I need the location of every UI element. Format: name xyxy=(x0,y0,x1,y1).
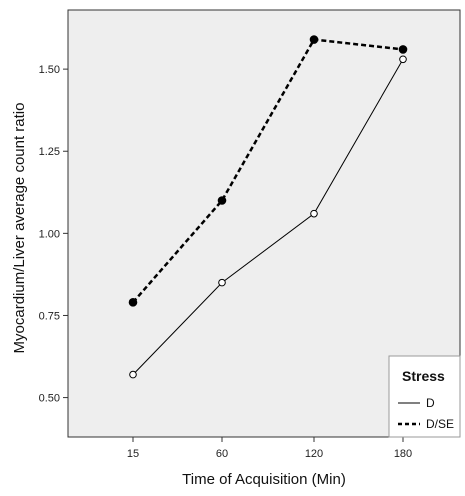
y-tick-label-3: 1.25 xyxy=(39,146,60,158)
x-tick-label-2: 120 xyxy=(305,448,323,460)
y-axis: 0.50 0.75 1.00 1.25 1.50 xyxy=(39,64,68,405)
series-line-d xyxy=(132,59,404,375)
data-point-d-se-2 xyxy=(309,35,319,44)
data-point-d-se-3 xyxy=(398,45,408,54)
x-tick-label-1: 60 xyxy=(216,448,228,460)
data-point-d-se-0 xyxy=(128,298,138,307)
legend-label-dse: D/SE xyxy=(426,417,454,431)
y-axis-title: Myocardium/Liver average count ratio xyxy=(11,103,28,354)
y-tick-label-1: 0.75 xyxy=(39,310,60,322)
data-point-d-3 xyxy=(399,55,407,64)
y-tick-label-0: 0.50 xyxy=(39,393,60,405)
data-point-d-0 xyxy=(129,370,137,379)
series-layer xyxy=(128,35,408,379)
x-tick-label-0: 15 xyxy=(127,448,139,460)
y-tick-label-4: 1.50 xyxy=(39,64,60,76)
y-tick-label-2: 1.00 xyxy=(39,228,60,240)
x-tick-label-3: 180 xyxy=(394,448,412,460)
x-axis: 15 60 120 180 xyxy=(127,437,412,460)
legend: Stress D D/SE xyxy=(388,355,461,438)
legend-title: Stress xyxy=(402,368,445,384)
series-line-d-se xyxy=(132,38,404,304)
data-point-d-1 xyxy=(218,278,226,287)
legend-label-d: D xyxy=(426,396,435,410)
data-point-d-2 xyxy=(310,209,318,218)
x-axis-title: Time of Acquisition (Min) xyxy=(182,471,346,488)
data-point-d-se-1 xyxy=(217,196,227,205)
